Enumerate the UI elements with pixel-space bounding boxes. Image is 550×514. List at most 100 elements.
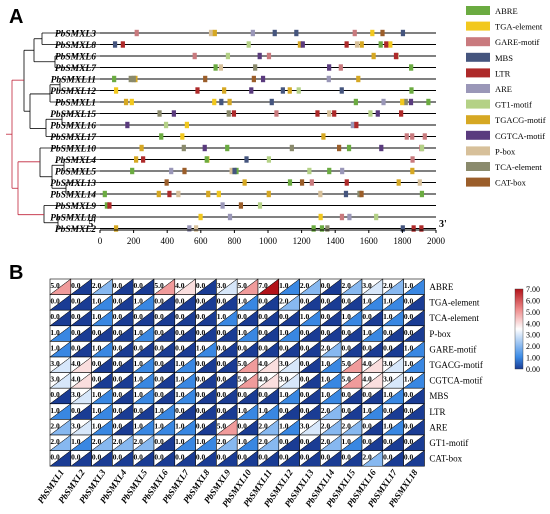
cell-diagonal bbox=[153, 419, 175, 436]
motif-box bbox=[410, 167, 415, 175]
heatmap-value: 0.0 bbox=[196, 312, 206, 321]
motif-box bbox=[227, 213, 233, 221]
heatmap-value: 0.0 bbox=[113, 375, 123, 384]
heatmap-value: 1.0 bbox=[134, 421, 144, 430]
heatmap-value: 5.0 bbox=[50, 281, 60, 290]
legend-label: GARE-motif bbox=[495, 37, 540, 47]
legend-label: ARE bbox=[495, 84, 512, 94]
heatmap-value: 2.0 bbox=[342, 281, 352, 290]
cell-diagonal bbox=[216, 403, 238, 420]
cell-diagonal bbox=[195, 341, 217, 358]
heatmap-value: 0.0 bbox=[342, 343, 352, 352]
heatmap-value: 4.0 bbox=[175, 281, 185, 290]
motif-box bbox=[272, 29, 277, 37]
cell-diagonal bbox=[382, 403, 404, 420]
cell-diagonal bbox=[49, 419, 71, 436]
motif-box bbox=[227, 98, 232, 106]
heatmap-value: 5.0 bbox=[238, 281, 248, 290]
motif-box bbox=[250, 29, 255, 37]
motif-box bbox=[374, 213, 379, 221]
cell-diagonal bbox=[320, 310, 342, 326]
cell-diagonal bbox=[382, 341, 404, 358]
motif-box bbox=[216, 190, 221, 198]
heatmap-value: 0.0 bbox=[404, 297, 414, 306]
legend-swatch bbox=[466, 115, 490, 125]
motif-box bbox=[274, 110, 279, 117]
motif-box bbox=[139, 144, 144, 152]
heatmap-value: 0.0 bbox=[134, 343, 144, 352]
legend-swatch bbox=[466, 99, 490, 109]
cell-diagonal bbox=[133, 403, 155, 420]
colorbar-tick-label: 2.00 bbox=[526, 342, 540, 351]
motif-box bbox=[388, 41, 393, 48]
gene-label: PbSMXL18 bbox=[50, 214, 96, 224]
cell-diagonal bbox=[91, 356, 113, 373]
motif-box bbox=[368, 110, 373, 117]
cell-diagonal bbox=[257, 434, 279, 451]
cell-diagonal bbox=[174, 434, 196, 451]
motif-box bbox=[208, 29, 214, 37]
gene-label: PbSMXL3 bbox=[55, 30, 96, 40]
heatmap-value: 2.0 bbox=[258, 421, 268, 430]
motif-box bbox=[251, 75, 256, 83]
cell-diagonal bbox=[112, 419, 134, 436]
heatmap-value: 0.0 bbox=[279, 343, 289, 352]
cell-diagonal bbox=[216, 278, 238, 295]
cell-diagonal bbox=[403, 278, 425, 295]
heatmap-value: 1.0 bbox=[134, 328, 144, 337]
heatmap-value: 1.0 bbox=[321, 375, 331, 384]
heatmap-value: 0.0 bbox=[404, 437, 414, 446]
cell-diagonal bbox=[320, 294, 342, 311]
motif-box bbox=[113, 225, 119, 232]
heatmap-value: 0.0 bbox=[113, 328, 123, 337]
cell-diagonal bbox=[91, 341, 113, 358]
cell-diagonal bbox=[112, 341, 134, 358]
cell-diagonal bbox=[70, 310, 92, 326]
cell-diagonal bbox=[382, 419, 404, 436]
heatmap-value: 0.0 bbox=[154, 375, 164, 384]
cell-diagonal bbox=[341, 388, 363, 404]
cell-diagonal bbox=[257, 403, 279, 420]
heatmap-value: 0.0 bbox=[362, 437, 372, 446]
position-axis: 0 200 400 600 800 1000 1200 1400 1600 1800 2000 5' 3… bbox=[88, 219, 447, 246]
motif-box bbox=[182, 167, 187, 175]
cell-diagonal bbox=[133, 325, 155, 342]
cell-diagonal bbox=[237, 356, 259, 373]
heatmap-value: 1.0 bbox=[362, 406, 372, 415]
heatmap-value: 0.0 bbox=[196, 406, 206, 415]
cell-diagonal bbox=[403, 450, 425, 467]
heatmap-value: 0.0 bbox=[300, 390, 310, 399]
cell-diagonal bbox=[91, 310, 113, 326]
motif-box bbox=[193, 225, 199, 232]
heatmap-value: 1.0 bbox=[238, 328, 248, 337]
cell-diagonal bbox=[299, 434, 321, 451]
axis-tick-label: 1000 bbox=[259, 236, 278, 246]
motif-box bbox=[134, 29, 139, 37]
cell-diagonal bbox=[174, 419, 196, 436]
cell-diagonal bbox=[153, 341, 175, 358]
motif-box bbox=[370, 29, 375, 37]
cell-diagonal bbox=[91, 450, 113, 467]
cell-diagonal bbox=[361, 419, 383, 436]
cell-diagonal bbox=[257, 310, 279, 326]
heatmap-value: 0.0 bbox=[113, 421, 123, 430]
cell-diagonal bbox=[49, 450, 71, 467]
cell-diagonal bbox=[278, 325, 300, 342]
legend-swatch bbox=[466, 130, 490, 140]
motif-box bbox=[419, 190, 425, 198]
motif-box bbox=[107, 202, 112, 209]
heatmap-value: 0.0 bbox=[175, 343, 185, 352]
cell-diagonal bbox=[112, 403, 134, 420]
heatmap-value: 1.0 bbox=[92, 297, 102, 306]
legend-label: MBS bbox=[495, 53, 513, 63]
heatmap-value: 0.0 bbox=[196, 421, 206, 430]
cell-diagonal bbox=[49, 403, 71, 420]
cell-diagonal bbox=[341, 356, 363, 373]
motif-box bbox=[213, 64, 218, 71]
heatmap-value: 0.0 bbox=[404, 406, 414, 415]
motif-box bbox=[156, 190, 161, 198]
heatmap-value: 1.0 bbox=[175, 421, 185, 430]
heatmap-value: 3.0 bbox=[217, 281, 227, 290]
legend-label: TCA-element bbox=[495, 162, 542, 172]
cell-diagonal bbox=[237, 278, 259, 295]
